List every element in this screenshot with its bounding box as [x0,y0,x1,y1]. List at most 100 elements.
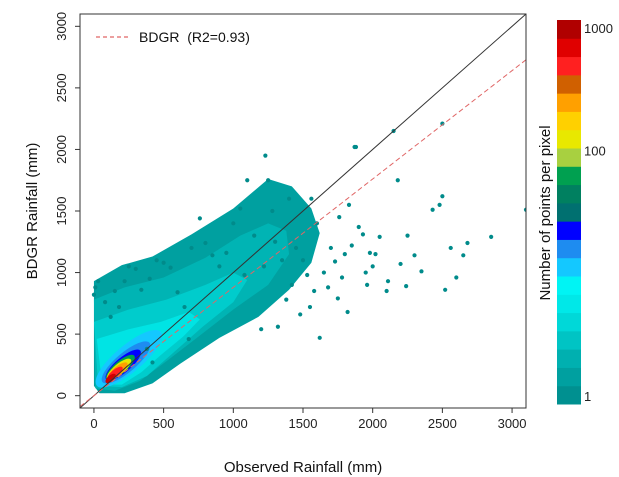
data-point [443,287,448,292]
data-point [328,245,333,251]
data-point [312,288,317,294]
data-point [404,284,409,289]
data-point [412,253,417,258]
data-point [349,243,354,248]
data-point [339,275,345,280]
data-point [489,234,494,239]
x-tick-label: 1500 [289,416,318,431]
data-point [293,245,299,251]
data-point [217,264,222,269]
data-point [345,309,350,315]
data-point [279,258,285,263]
data-point [461,253,466,258]
data-point [91,292,97,297]
x-tick-label: 0 [90,416,97,431]
x-axis-title: Observed Rainfall (mm) [224,459,382,476]
data-point [454,275,459,280]
color-scale-swatch [557,294,581,314]
y-axis: 0 500 1000 1500 2000 2500 3000 [54,12,80,399]
legend-label: BDGR (R2=0.93) [139,29,250,45]
color-scale-swatch [557,330,581,350]
data-point [161,260,166,265]
data-point [321,270,327,275]
data-point [440,121,445,126]
y-tick-label: 2000 [54,135,69,164]
data-point [465,240,470,246]
color-scale-label: 1000 [584,21,613,36]
data-point [210,253,215,258]
data-point [337,215,342,220]
data-point [314,221,320,226]
data-point [108,314,113,319]
data-point [430,207,435,212]
color-scale-swatch [557,184,581,204]
data-point [395,178,400,183]
color-scale-swatch [557,111,581,131]
data-point [102,300,108,305]
color-scale-swatch [557,129,581,149]
density-level-12 [105,373,116,384]
y-tick-label: 2500 [54,73,69,102]
color-scale-swatch [557,38,581,58]
data-point [275,324,281,329]
color-scale-swatch [557,349,581,368]
data-point [284,297,289,302]
data-point [93,285,98,290]
data-point [448,245,453,251]
data-point [309,196,314,201]
data-point [168,265,173,270]
y-tick-label: 3000 [54,12,69,41]
data-point [342,251,347,257]
data-point [419,269,424,274]
color-scale-label: 1 [584,389,591,404]
data-point [186,336,191,342]
data-point [523,207,526,212]
color-scale-swatch [557,148,581,167]
fit-line [80,59,526,407]
data-point [126,264,131,269]
data-point [133,266,138,271]
data-point [242,272,247,278]
color-scale-swatch [557,20,581,39]
data-point [298,312,303,317]
color-scale-title: Number of points per pixel [537,125,554,300]
color-scale-swatch [557,202,581,222]
data-point [139,287,144,292]
data-point [385,279,391,284]
data-point [231,221,236,226]
data-point [150,360,155,365]
color-scale-swatch [557,239,581,259]
y-tick-label: 0 [54,392,69,399]
data-point [263,153,268,158]
y-tick-label: 1000 [54,258,69,287]
data-point [367,250,372,255]
data-point [182,304,187,310]
data-point [245,178,250,183]
data-point [325,285,331,290]
color-scale-swatch [557,74,581,94]
data-point [252,233,257,238]
color-scale-swatch [557,166,581,186]
data-point [398,261,403,267]
color-scale-swatch [557,56,581,76]
data-point [360,232,366,237]
x-tick-label: 2000 [358,416,387,431]
data-point [286,196,292,201]
color-scale-bar: 1000 100 1 [557,20,613,405]
x-tick-label: 1000 [219,416,248,431]
data-point [238,206,243,211]
data-point [96,279,101,284]
color-scale-label: 100 [584,144,606,159]
color-scale-swatch [557,312,581,332]
data-point [440,194,445,199]
data-point [270,208,275,214]
data-point [203,240,208,246]
data-point [335,296,340,301]
data-point [437,202,442,207]
y-tick-label: 500 [54,323,69,345]
y-axis-title: BDGR Rainfall (mm) [24,143,41,280]
data-point [116,304,122,310]
data-point [175,290,180,295]
data-point [373,251,378,257]
